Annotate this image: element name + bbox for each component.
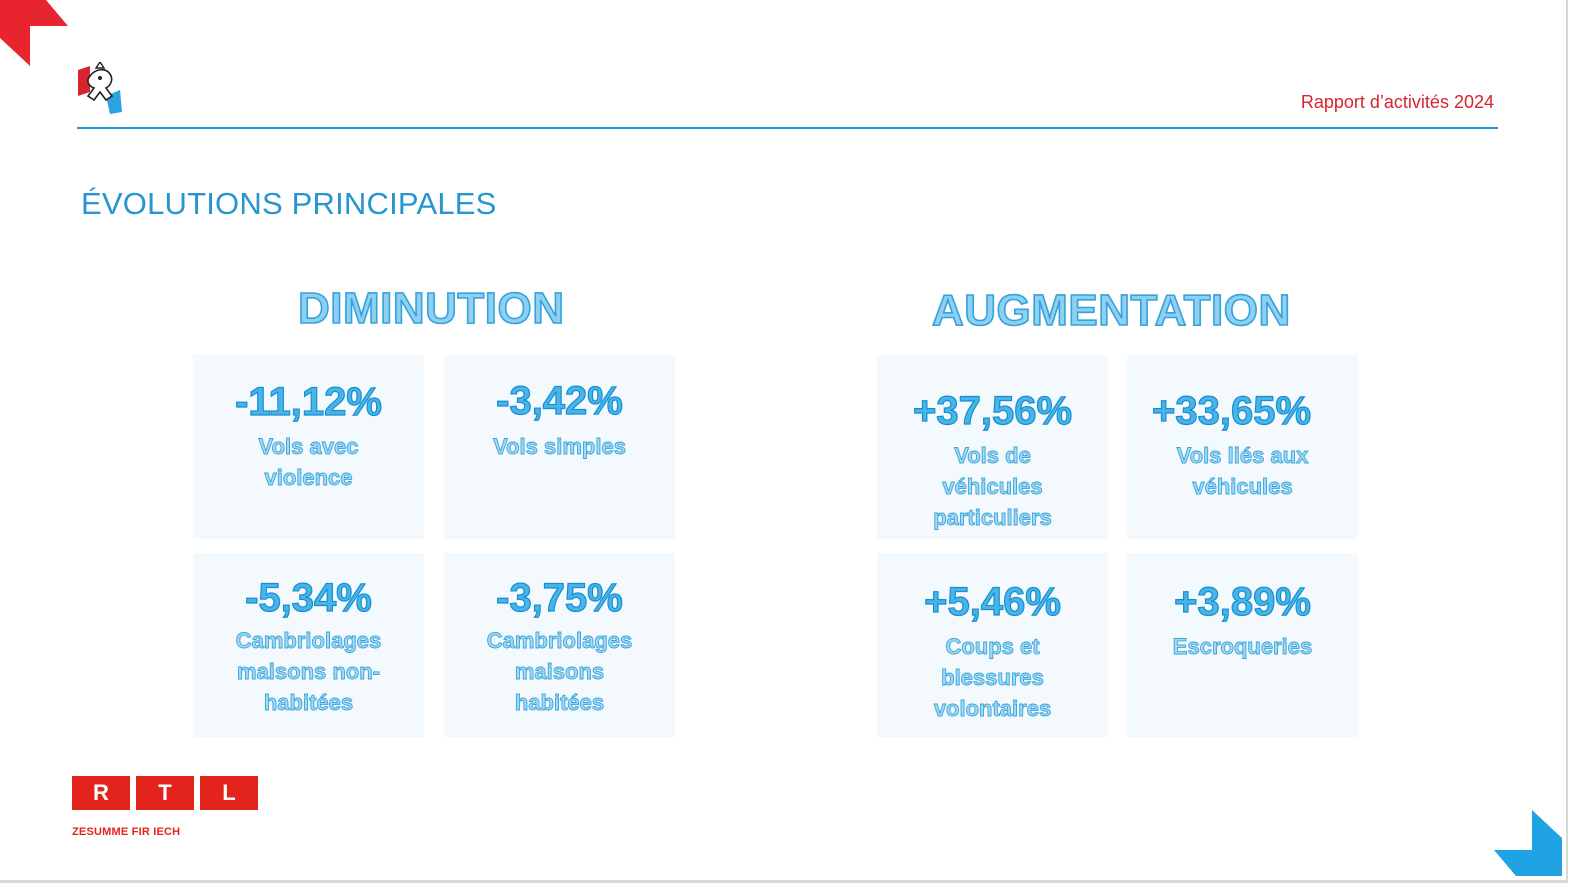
stat-value: -5,34% bbox=[245, 575, 373, 620]
rtl-logo-letter: L bbox=[200, 776, 258, 810]
group-heading-diminution: DIMINUTION bbox=[297, 283, 565, 334]
corner-ribbon-blue-icon bbox=[1494, 810, 1562, 876]
stat-card-cambriolages-habitees: -3,75% Cambriolages maisons habitées bbox=[444, 553, 675, 737]
corner-ribbon-red-icon bbox=[0, 0, 68, 66]
stat-card-vols-simples: -3,42% Vols simples bbox=[444, 355, 675, 539]
stat-label: Escroqueries bbox=[1172, 634, 1313, 660]
stat-label: Vols liés aux véhicules bbox=[1176, 443, 1309, 500]
stat-card-escroqueries: +3,89% Escroqueries bbox=[1127, 553, 1358, 737]
stat-card-vols-vehicules-particuliers: +37,56% Vols de véhicules particuliers bbox=[877, 355, 1108, 539]
stat-label: Vols avec violence bbox=[258, 434, 359, 491]
stat-value: -3,75% bbox=[496, 575, 624, 620]
stat-label: Cambriolages maisons habitées bbox=[486, 628, 633, 716]
group-heading-augmentation: AUGMENTATION bbox=[931, 285, 1291, 336]
section-title: ÉVOLUTIONS PRINCIPALES bbox=[81, 186, 497, 221]
stat-label: Cambriolages maisons non-habitées bbox=[235, 628, 382, 716]
stat-card-vols-avec-violence: -11,12% Vols avec violence bbox=[193, 355, 424, 539]
stat-value: +5,46% bbox=[924, 579, 1062, 624]
stat-value: +3,89% bbox=[1174, 579, 1312, 624]
stat-card-cambriolages-non-habitees: -5,34% Cambriolages maisons non-habitées bbox=[193, 553, 424, 737]
stat-label: Vols simples bbox=[493, 434, 627, 460]
rtl-tagline: ZESUMME FIR IECH bbox=[72, 826, 181, 838]
crest-logo-icon bbox=[78, 62, 122, 114]
stat-label: Vols de véhicules particuliers bbox=[933, 443, 1053, 531]
stat-value: -11,12% bbox=[235, 379, 383, 424]
report-title: Rapport d’activités 2024 bbox=[1300, 92, 1494, 112]
stat-card-vols-lies-vehicules: +33,65% Vols liés aux véhicules bbox=[1127, 355, 1358, 539]
rtl-logo-letter: T bbox=[136, 776, 194, 810]
stat-value: +37,56% bbox=[912, 388, 1073, 433]
stat-card-coups-blessures: +5,46% Coups et blessures volontaires bbox=[877, 553, 1108, 737]
stat-label: Coups et blessures volontaires bbox=[933, 634, 1052, 722]
stat-value: -3,42% bbox=[496, 378, 624, 423]
stat-value: +33,65% bbox=[1151, 388, 1312, 433]
rtl-logo-letter: R bbox=[72, 776, 130, 810]
header-divider bbox=[77, 127, 1498, 129]
